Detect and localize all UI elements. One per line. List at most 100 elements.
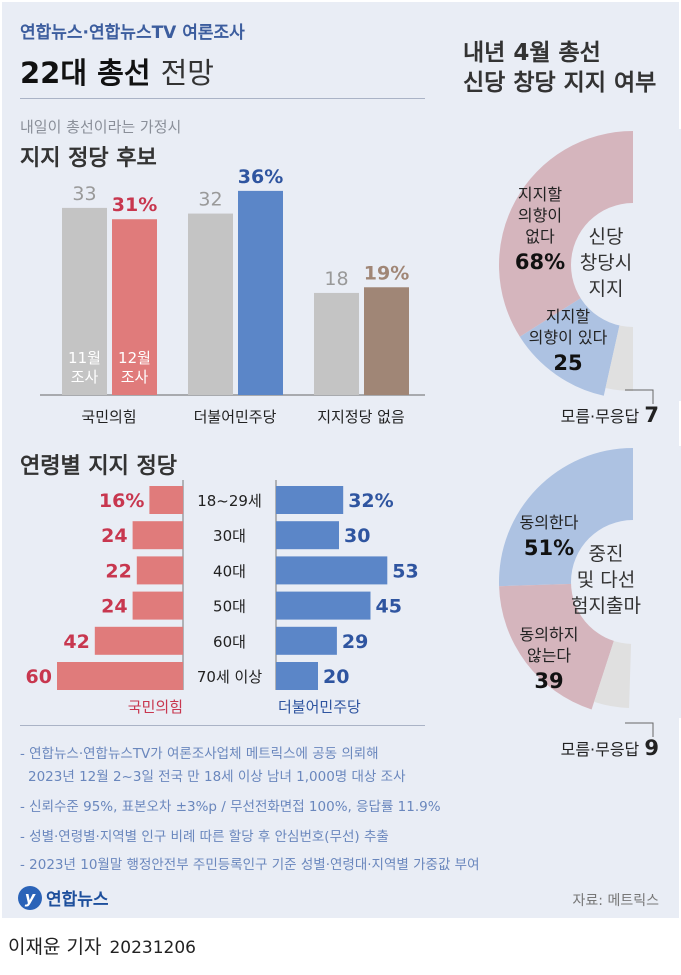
dp-value: 30	[344, 525, 370, 547]
pie-center-label: 지지	[589, 278, 624, 300]
pie-title-line: 내년 4월 총선	[463, 40, 601, 66]
category-label: 지지정당 없음	[317, 408, 405, 426]
note: - 연합뉴스·연합뉴스TV가 여론조사업체 메트릭스에 공동 의뢰해	[20, 746, 379, 762]
dp-value: 45	[376, 596, 402, 618]
kicker: 연합뉴스·연합뉴스TV 여론조사	[20, 23, 245, 43]
age-title: 연령별 지지 정당	[20, 454, 177, 479]
pie-center-label: 창당시	[580, 252, 632, 274]
source: 자료: 메트릭스	[572, 893, 659, 909]
ppp-value: 22	[105, 560, 131, 582]
logo-text: 연합뉴스	[46, 890, 109, 910]
ppp-value: 60	[26, 666, 52, 688]
note: 2023년 12월 2~3일 전국 만 18세 이상 남녀 1,000명 대상 …	[28, 769, 406, 785]
ppp-value: 42	[63, 631, 89, 653]
bar-dp	[276, 556, 388, 585]
slice-label: 않는다	[527, 646, 571, 665]
slice-value: 9	[644, 736, 659, 760]
slice-label: 의향이 있다	[529, 328, 608, 347]
byline: 이재윤 기자 20231206	[8, 932, 196, 959]
note: - 성별·연령별·지역별 인구 비례 따른 할당 후 안심번호(무선) 추출	[20, 829, 389, 845]
bar	[188, 213, 233, 395]
bar-value-label: 32	[198, 189, 222, 211]
bar	[62, 207, 107, 395]
bar-dp	[276, 486, 344, 514]
pie-title-line: 신당 창당 지지 여부	[463, 70, 657, 96]
dp-value: 20	[323, 666, 349, 688]
bar-dp	[276, 521, 339, 550]
slice-label: 없다	[525, 227, 555, 246]
bar-dp	[276, 662, 318, 690]
bar	[314, 292, 359, 395]
slice-value: 7	[644, 403, 659, 427]
slice-label: 의향이	[518, 206, 562, 225]
bar-ppp	[57, 662, 183, 690]
series-legend-label: 11월	[68, 349, 101, 367]
series-label-ppp: 국민의힘	[128, 698, 183, 716]
bar-title: 지지 정당 후보	[20, 146, 157, 171]
bar	[364, 287, 409, 395]
bar-value-label: 36%	[238, 166, 283, 188]
age-label: 70세 이상	[197, 668, 262, 686]
ppp-value: 24	[101, 525, 127, 547]
bar-dp	[276, 626, 337, 655]
dp-value: 53	[392, 560, 418, 582]
bar-value-label: 31%	[112, 194, 157, 216]
pie-center-label: 신당	[589, 226, 624, 248]
bar-ppp	[94, 626, 183, 655]
bar-ppp	[149, 486, 183, 514]
bar	[238, 190, 283, 395]
divider	[20, 98, 425, 99]
slice-value: 68%	[515, 250, 565, 274]
slice-label-unknown: 모름·무응답 7	[561, 403, 659, 427]
leader-line	[625, 389, 654, 404]
slice-label: 동의한다	[520, 513, 579, 532]
dp-value: 29	[342, 631, 368, 653]
bar-ppp	[132, 591, 183, 620]
bar-dp	[276, 591, 371, 620]
pie-mask	[633, 129, 681, 401]
pie-mask	[633, 446, 681, 718]
slice-value: 25	[553, 351, 582, 375]
bar	[112, 219, 157, 395]
slice-value: 51%	[524, 536, 574, 560]
ppp-value: 16%	[99, 490, 144, 512]
series-label-dp: 더불어민주당	[278, 698, 361, 716]
category-label: 더불어민주당	[194, 408, 277, 426]
slice-label: 지지할	[518, 185, 562, 204]
date: 20231206	[109, 938, 196, 958]
age-label: 18~29세	[197, 492, 262, 510]
bar-value-label: 33	[72, 183, 96, 205]
pie-center-label: 및 다선	[577, 569, 635, 591]
series-legend-label: 12월	[118, 349, 151, 367]
notes-divider	[20, 725, 425, 726]
note: - 2023년 10월말 행정안전부 주민등록인구 기준 성별·연령대·지역별 …	[20, 857, 480, 873]
bar-ppp	[132, 521, 183, 550]
dp-value: 32%	[348, 490, 393, 512]
slice-label: 동의하지	[520, 625, 579, 644]
page-title: 22대 총선 전망	[20, 50, 214, 92]
title-bold: 22대 총선	[20, 56, 151, 90]
logo-icon: y	[18, 885, 42, 910]
category-label: 국민의힘	[81, 408, 136, 426]
leader-line	[625, 722, 654, 737]
age-label: 50대	[213, 598, 246, 616]
slice-label: 지지할	[546, 307, 590, 326]
age-label: 60대	[213, 633, 246, 651]
series-legend-label: 조사	[121, 368, 149, 386]
bar-value-label: 19%	[364, 262, 409, 284]
ppp-value: 24	[101, 596, 127, 618]
age-label: 40대	[213, 562, 246, 580]
reporter: 이재윤 기자	[8, 936, 102, 958]
pie-center-label: 험지출마	[571, 595, 641, 617]
note: - 신뢰수준 95%, 표본오차 ±3%p / 무선전화면접 100%, 응답률…	[20, 799, 441, 815]
slice-value: 39	[534, 669, 563, 693]
yonhap-logo: y 연합뉴스	[18, 885, 109, 910]
title-light: 전망	[160, 56, 214, 90]
bar-value-label: 18	[324, 268, 348, 290]
series-legend-label: 조사	[71, 368, 99, 386]
slice-label-unknown: 모름·무응답 9	[561, 736, 659, 760]
age-label: 30대	[213, 527, 246, 545]
bar-ppp	[136, 556, 183, 585]
